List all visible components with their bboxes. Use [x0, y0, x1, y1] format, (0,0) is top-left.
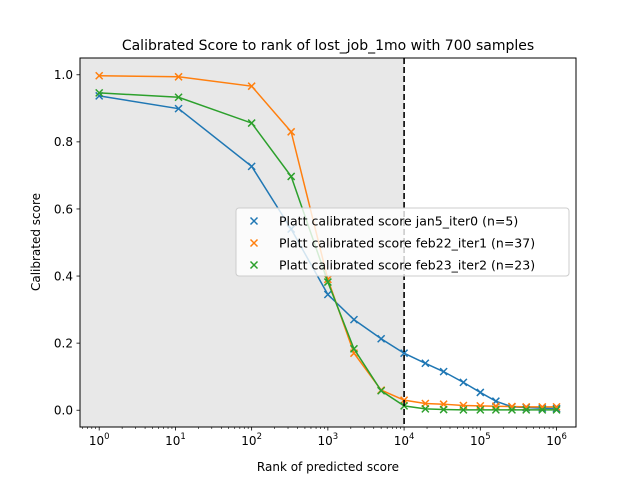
y-tick-label: 0.4 [54, 269, 73, 283]
series-point [552, 405, 561, 414]
series-point [95, 88, 104, 97]
legend-box [235, 207, 570, 277]
series-point [174, 104, 183, 113]
series-point [439, 405, 448, 414]
y-tick-label: 0.8 [54, 135, 73, 149]
x-axis-label: Rank of predicted score [257, 460, 399, 474]
legend-label: Platt calibrated score jan5_iter0 (n=5) [279, 214, 518, 229]
series-point [377, 386, 386, 395]
series-point [323, 290, 332, 299]
series-point [459, 405, 468, 414]
series-point [349, 315, 358, 324]
y-tick-label: 1.0 [54, 68, 73, 82]
legend-label: Platt calibrated score feb22_iter1 (n=37… [279, 236, 535, 251]
series-point [476, 388, 485, 397]
series-point [349, 344, 358, 353]
series-point [507, 405, 516, 414]
x-tick-label: 106 [546, 432, 567, 448]
series-point [95, 71, 104, 80]
y-tick-label: 0.2 [54, 336, 73, 350]
legend-marker [249, 260, 259, 270]
series-point [459, 378, 468, 387]
x-tick-label: 103 [318, 432, 339, 448]
y-axis-label: Calibrated score [29, 193, 43, 291]
series-point [491, 405, 500, 414]
legend-marker [249, 238, 259, 248]
x-tick-label: 100 [89, 432, 110, 448]
x-tick-label: 102 [241, 432, 262, 448]
series-point [522, 405, 531, 414]
x-tick-label: 104 [394, 432, 415, 448]
y-tick-label: 0.6 [54, 202, 73, 216]
series-point [538, 405, 547, 414]
series-point [247, 119, 256, 128]
series-point [421, 404, 430, 413]
series-point [476, 405, 485, 414]
series-point [174, 93, 183, 102]
series-point [439, 367, 448, 376]
series-point [247, 82, 256, 91]
series-point [421, 359, 430, 368]
legend-label: Platt calibrated score feb23_iter2 (n=23… [279, 258, 535, 273]
series-point [174, 72, 183, 81]
y-tick-label: 0.0 [54, 404, 73, 418]
x-tick-label: 101 [165, 432, 186, 448]
legend-marker [249, 216, 259, 226]
series-point [507, 402, 516, 411]
chart-title: Calibrated Score to rank of lost_job_1mo… [122, 38, 534, 54]
series-point [287, 172, 296, 181]
series-point [287, 127, 296, 136]
x-tick-label: 105 [470, 432, 491, 448]
series-point [377, 334, 386, 343]
series-point [247, 162, 256, 171]
series-point [323, 278, 332, 287]
legend: Platt calibrated score jan5_iter0 (n=5) P… [235, 207, 570, 277]
series-point [400, 349, 409, 358]
